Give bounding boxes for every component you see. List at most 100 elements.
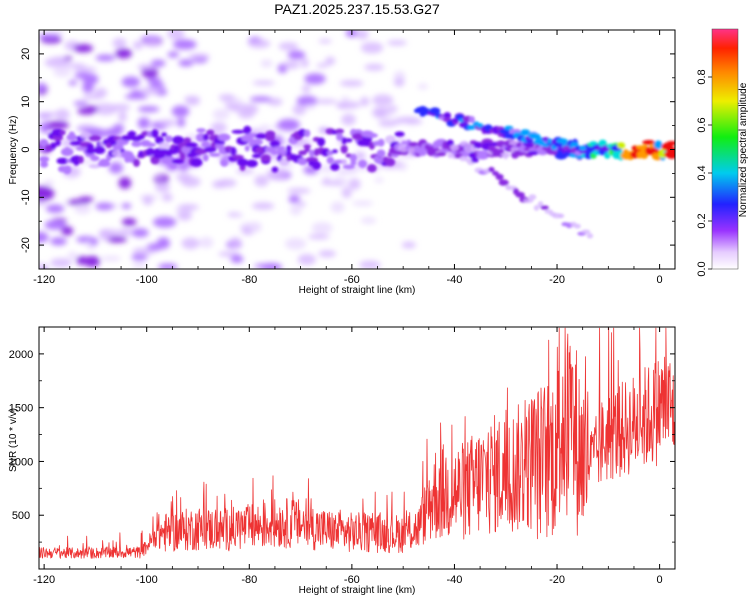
heatmap-cell xyxy=(145,147,155,157)
heatmap-cell xyxy=(137,117,151,129)
snr-panel: -120 -100 -80 -60 -40 -20 0 500 1000 1500 2000 He… xyxy=(8,326,676,596)
heatmap-cell xyxy=(352,200,374,206)
heatmap-cell xyxy=(246,159,258,168)
heatmap-cell xyxy=(279,158,290,166)
heatmap-cell xyxy=(190,158,203,167)
heatmap-cell xyxy=(124,94,148,100)
heatmap-cell xyxy=(82,94,104,100)
heatmap-cell xyxy=(86,143,95,151)
heatmap-cell xyxy=(286,145,292,152)
heatmap-cell xyxy=(137,106,160,113)
heatmap-cell xyxy=(177,210,192,221)
heatmap-cell xyxy=(95,202,114,211)
heatmap-cell xyxy=(218,251,241,257)
heatmap-cell xyxy=(471,157,479,163)
heatmap-cell xyxy=(666,141,675,146)
heatmap-cell xyxy=(304,147,311,153)
heatmap-cell xyxy=(350,160,357,166)
heatmap-cell xyxy=(579,145,587,151)
heatmap-cell xyxy=(108,162,124,174)
heatmap-cell xyxy=(500,152,511,158)
heatmap-cell xyxy=(202,154,209,162)
heatmap-cell xyxy=(287,50,306,60)
spectrogram-x-tick-label: -100 xyxy=(136,274,158,286)
heatmap-cell xyxy=(178,204,199,211)
heatmap-cell xyxy=(336,169,352,175)
heatmap-cell xyxy=(617,142,626,149)
heatmap-cell xyxy=(39,82,46,92)
heatmap-cell xyxy=(131,253,148,261)
heatmap-cell xyxy=(40,161,49,168)
heatmap-cell xyxy=(345,138,353,143)
heatmap-cell xyxy=(100,255,122,262)
heatmap-cell xyxy=(254,175,269,187)
colorbar-tick-label: 0.2 xyxy=(696,213,708,228)
heatmap-cell xyxy=(244,145,250,152)
heatmap-cell xyxy=(46,204,65,213)
heatmap-cell xyxy=(50,258,72,268)
heatmap-cell xyxy=(248,221,262,233)
heatmap-cell xyxy=(414,145,422,154)
heatmap-cell xyxy=(112,144,124,151)
heatmap-cell xyxy=(394,131,405,137)
heatmap-cell xyxy=(519,129,531,136)
snr-plot-area xyxy=(39,327,675,559)
heatmap-cell xyxy=(141,67,158,78)
heatmap-cell xyxy=(316,63,329,68)
heatmap-cell xyxy=(196,128,206,133)
heatmap-cell xyxy=(133,158,140,167)
heatmap-cell xyxy=(146,77,162,84)
heatmap-cell xyxy=(498,179,509,186)
heatmap-cell xyxy=(121,218,137,226)
heatmap-cell xyxy=(266,168,287,181)
heatmap-cell xyxy=(341,187,352,199)
heatmap-cell xyxy=(97,160,111,167)
heatmap-cell xyxy=(285,237,307,250)
heatmap-cell xyxy=(351,132,365,141)
heatmap-cell xyxy=(504,125,514,131)
heatmap-cell xyxy=(112,38,127,49)
heatmap-cell xyxy=(230,103,251,113)
heatmap-cell xyxy=(342,164,355,170)
heatmap-cell xyxy=(167,51,180,58)
spectrogram-y-ticks: -20 -10 0 10 20 xyxy=(20,29,675,270)
heatmap-cell xyxy=(255,133,267,139)
heatmap-cell xyxy=(355,152,365,158)
heatmap-cell xyxy=(340,145,348,154)
heatmap-cell xyxy=(67,251,78,260)
heatmap-cell xyxy=(50,237,67,246)
heatmap-cell xyxy=(311,161,322,170)
heatmap-cell xyxy=(308,149,315,157)
heatmap-cell xyxy=(121,76,141,88)
heatmap-cell xyxy=(138,150,145,158)
heatmap-cell xyxy=(50,142,57,150)
heatmap-cell xyxy=(314,99,338,104)
heatmap-cell xyxy=(298,150,307,156)
heatmap-cell xyxy=(39,231,49,243)
heatmap-cell xyxy=(155,136,164,145)
heatmap-cell xyxy=(250,138,263,146)
heatmap-cell xyxy=(118,228,133,237)
heatmap-cell xyxy=(288,195,300,204)
heatmap-cell xyxy=(39,262,48,269)
heatmap-cell xyxy=(576,154,583,159)
heatmap-cell xyxy=(301,84,311,94)
heatmap-cell xyxy=(270,140,280,148)
heatmap-cell xyxy=(666,147,675,155)
heatmap-cell xyxy=(202,133,209,141)
heatmap-cell xyxy=(131,141,142,147)
heatmap-cell xyxy=(106,236,128,243)
heatmap-cell xyxy=(450,144,459,151)
heatmap-cell xyxy=(62,63,86,68)
heatmap-cell xyxy=(93,146,106,155)
heatmap-cell xyxy=(178,59,194,67)
heatmap-cell xyxy=(581,229,591,234)
heatmap-cell xyxy=(161,193,173,202)
heatmap-cell xyxy=(258,124,272,133)
heatmap-cell xyxy=(273,146,286,150)
heatmap-cell xyxy=(318,39,332,44)
heatmap-cell xyxy=(488,166,495,173)
heatmap-signal xyxy=(39,106,675,239)
heatmap-cell xyxy=(88,164,101,169)
